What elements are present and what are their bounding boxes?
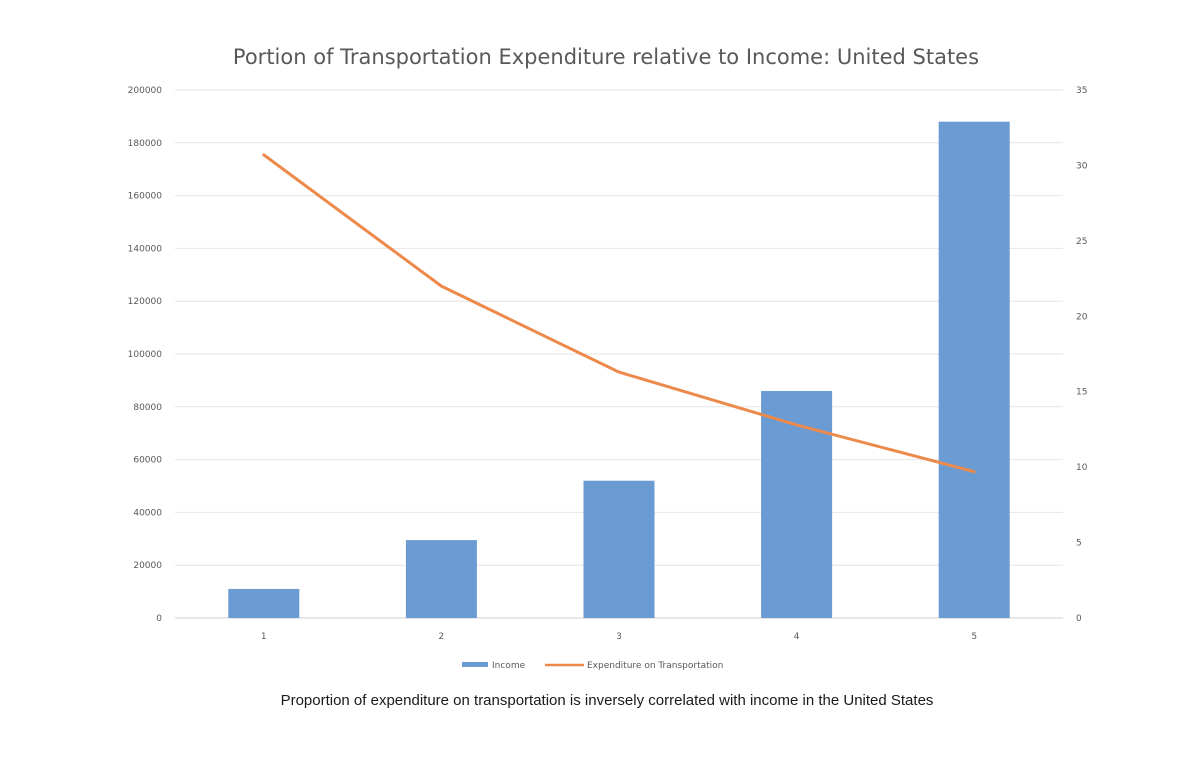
right-tick-label: 0	[1076, 614, 1082, 624]
left-tick-label: 0	[156, 614, 162, 624]
right-tick-label: 10	[1076, 463, 1088, 473]
caption: Proportion of expenditure on transportat…	[280, 692, 934, 709]
income-bar	[583, 480, 655, 618]
left-tick-label: 200000	[128, 86, 163, 96]
left-tick-label: 80000	[133, 403, 162, 413]
legend-label-income: Income	[492, 661, 526, 671]
transportation-line-path	[262, 153, 976, 474]
left-tick-label: 60000	[133, 456, 162, 466]
right-tick-label: 25	[1076, 237, 1087, 247]
left-tick-label: 20000	[133, 561, 162, 571]
income-bar	[938, 121, 1010, 619]
right-tick-label: 20	[1076, 312, 1088, 322]
left-tick-label: 40000	[133, 508, 162, 518]
income-bar	[761, 390, 833, 618]
income-bars	[228, 121, 1010, 619]
income-bar	[228, 588, 300, 618]
legend-swatch-income	[462, 662, 488, 667]
x-tick-label: 3	[616, 632, 622, 642]
legend: Income Expenditure on Transportation	[462, 661, 723, 671]
right-tick-label: 35	[1076, 86, 1087, 96]
chart-title: Portion of Transportation Expenditure re…	[233, 45, 979, 69]
left-tick-label: 100000	[128, 350, 163, 360]
x-tick-label: 1	[261, 632, 267, 642]
income-bar	[405, 540, 477, 618]
transportation-line	[262, 153, 976, 474]
right-axis-ticks: 0 5 10 15 20 25 30 35	[1076, 86, 1088, 624]
x-tick-label: 4	[794, 632, 800, 642]
x-tick-label: 2	[439, 632, 445, 642]
right-tick-label: 30	[1076, 161, 1088, 171]
left-tick-label: 180000	[128, 139, 163, 149]
left-tick-label: 120000	[128, 297, 163, 307]
gridlines	[175, 89, 1063, 619]
left-tick-label: 140000	[128, 244, 163, 254]
left-tick-label: 160000	[128, 192, 163, 202]
x-axis-ticks: 1 2 3 4 5	[261, 632, 977, 642]
left-axis-ticks: 0 20000 40000 60000 80000 100000 120000 140000 1…	[128, 86, 163, 624]
right-tick-label: 15	[1076, 388, 1087, 398]
right-tick-label: 5	[1076, 539, 1082, 549]
x-tick-label: 5	[971, 632, 977, 642]
legend-label-transportation: Expenditure on Transportation	[587, 661, 723, 671]
